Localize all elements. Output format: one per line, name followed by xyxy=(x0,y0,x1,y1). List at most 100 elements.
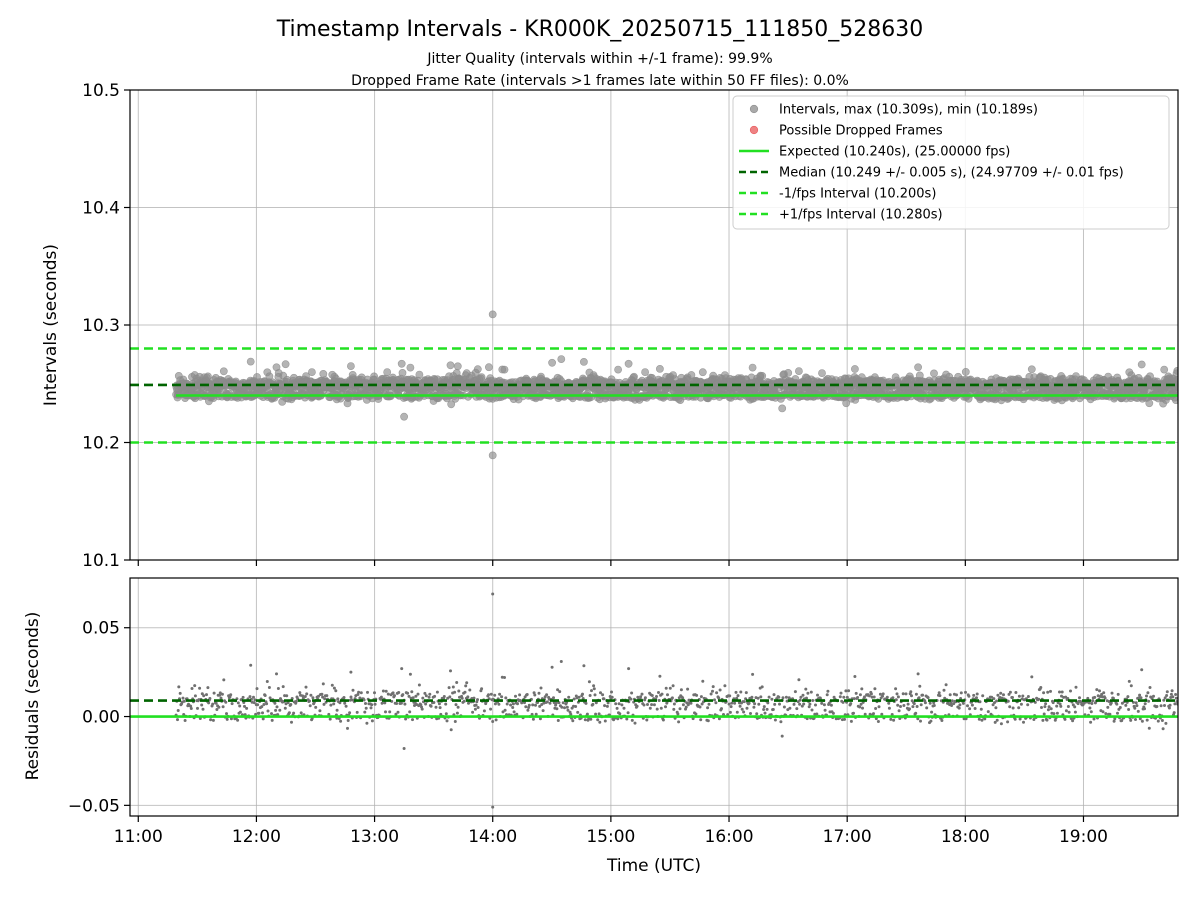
residual-point xyxy=(476,698,479,702)
residual-point xyxy=(734,690,738,694)
residual-point xyxy=(196,706,199,710)
residual-point xyxy=(709,692,713,696)
residual-point xyxy=(230,702,234,706)
residual-point xyxy=(806,691,810,695)
residual-point xyxy=(630,691,634,695)
interval-point xyxy=(758,371,767,380)
residual-point xyxy=(407,694,411,698)
residual-point xyxy=(408,710,412,714)
residual-point xyxy=(406,691,410,695)
residual-point xyxy=(742,710,746,714)
interval-point xyxy=(1160,365,1169,374)
interval-point xyxy=(246,357,255,366)
residual-point xyxy=(1089,720,1093,724)
x-tick-label: 11:00 xyxy=(114,827,163,847)
residual-point xyxy=(994,706,998,710)
residual-point xyxy=(640,692,644,696)
residual-point xyxy=(531,717,535,721)
residual-point xyxy=(471,710,475,714)
residuals-panel: −0.05 0.00 0.05 11:00 12:00 13:00 14:00 15:00 16… xyxy=(68,577,1179,847)
residual-point xyxy=(467,701,470,705)
interval-point xyxy=(641,368,649,376)
residual-point xyxy=(261,717,265,721)
residual-point xyxy=(592,684,596,688)
residual-point xyxy=(738,704,742,708)
residual-point xyxy=(957,706,961,710)
residual-point xyxy=(991,703,995,707)
residual-point xyxy=(491,805,495,809)
residual-point xyxy=(599,691,602,695)
residual-point xyxy=(808,702,812,706)
residual-point xyxy=(582,664,586,668)
residual-point xyxy=(881,694,884,698)
residual-point xyxy=(616,717,620,721)
residual-point xyxy=(720,707,723,711)
residual-point xyxy=(225,717,229,721)
residual-point xyxy=(1138,693,1142,697)
residual-point xyxy=(909,690,913,694)
residual-point xyxy=(923,701,927,705)
residual-point xyxy=(225,712,228,716)
top-y-tick-label: 10.1 xyxy=(82,551,120,571)
residual-point xyxy=(713,698,716,702)
residual-point xyxy=(317,694,320,698)
residual-point xyxy=(500,675,504,679)
x-tick-label: 14:00 xyxy=(468,827,517,847)
residual-point xyxy=(671,684,675,688)
residual-point xyxy=(1074,685,1078,689)
residual-point xyxy=(559,660,563,663)
residual-point xyxy=(839,691,843,695)
residual-point xyxy=(869,692,873,696)
residual-point xyxy=(497,702,501,706)
residual-point xyxy=(792,702,796,706)
residual-point xyxy=(780,734,784,738)
residual-point xyxy=(358,696,362,700)
residual-point xyxy=(657,699,661,702)
residual-point xyxy=(275,705,279,709)
residual-point xyxy=(1011,706,1015,710)
residual-point xyxy=(339,719,343,723)
residual-point xyxy=(603,704,607,708)
interval-point xyxy=(914,363,922,372)
residual-point xyxy=(1107,700,1111,703)
residual-point xyxy=(993,720,997,724)
residual-point xyxy=(534,703,537,707)
residual-point xyxy=(211,702,215,706)
top-y-tick-label: 10.4 xyxy=(82,199,120,219)
interval-point xyxy=(500,365,509,374)
residual-point xyxy=(858,693,862,697)
residual-point xyxy=(472,696,476,700)
residual-point xyxy=(512,710,516,714)
residual-point xyxy=(642,703,646,707)
residual-point xyxy=(1120,701,1124,705)
residual-point xyxy=(1017,706,1021,710)
residual-point xyxy=(1006,720,1010,724)
residual-point xyxy=(397,691,401,694)
interval-point xyxy=(614,365,622,374)
residual-point xyxy=(504,696,508,700)
residual-point xyxy=(1002,693,1005,697)
residual-point xyxy=(454,703,458,707)
residual-point xyxy=(581,697,585,700)
residual-point xyxy=(301,694,305,698)
interval-point xyxy=(346,362,355,370)
residual-point xyxy=(925,706,929,710)
residual-point xyxy=(511,706,515,709)
residual-point xyxy=(636,695,640,699)
residual-point xyxy=(294,699,298,703)
residual-point xyxy=(214,701,218,705)
residual-point xyxy=(514,694,517,698)
residual-point xyxy=(752,705,756,709)
residual-point xyxy=(1172,711,1176,715)
residual-point xyxy=(627,667,631,671)
residual-point xyxy=(241,695,245,699)
residual-point xyxy=(423,691,427,695)
residual-point xyxy=(739,690,743,694)
residual-point xyxy=(565,705,569,709)
residual-point xyxy=(916,672,920,676)
residual-point xyxy=(1129,684,1133,688)
residual-point xyxy=(493,693,497,697)
residual-point xyxy=(887,706,891,710)
residual-point xyxy=(966,704,969,708)
residual-point xyxy=(217,705,221,709)
